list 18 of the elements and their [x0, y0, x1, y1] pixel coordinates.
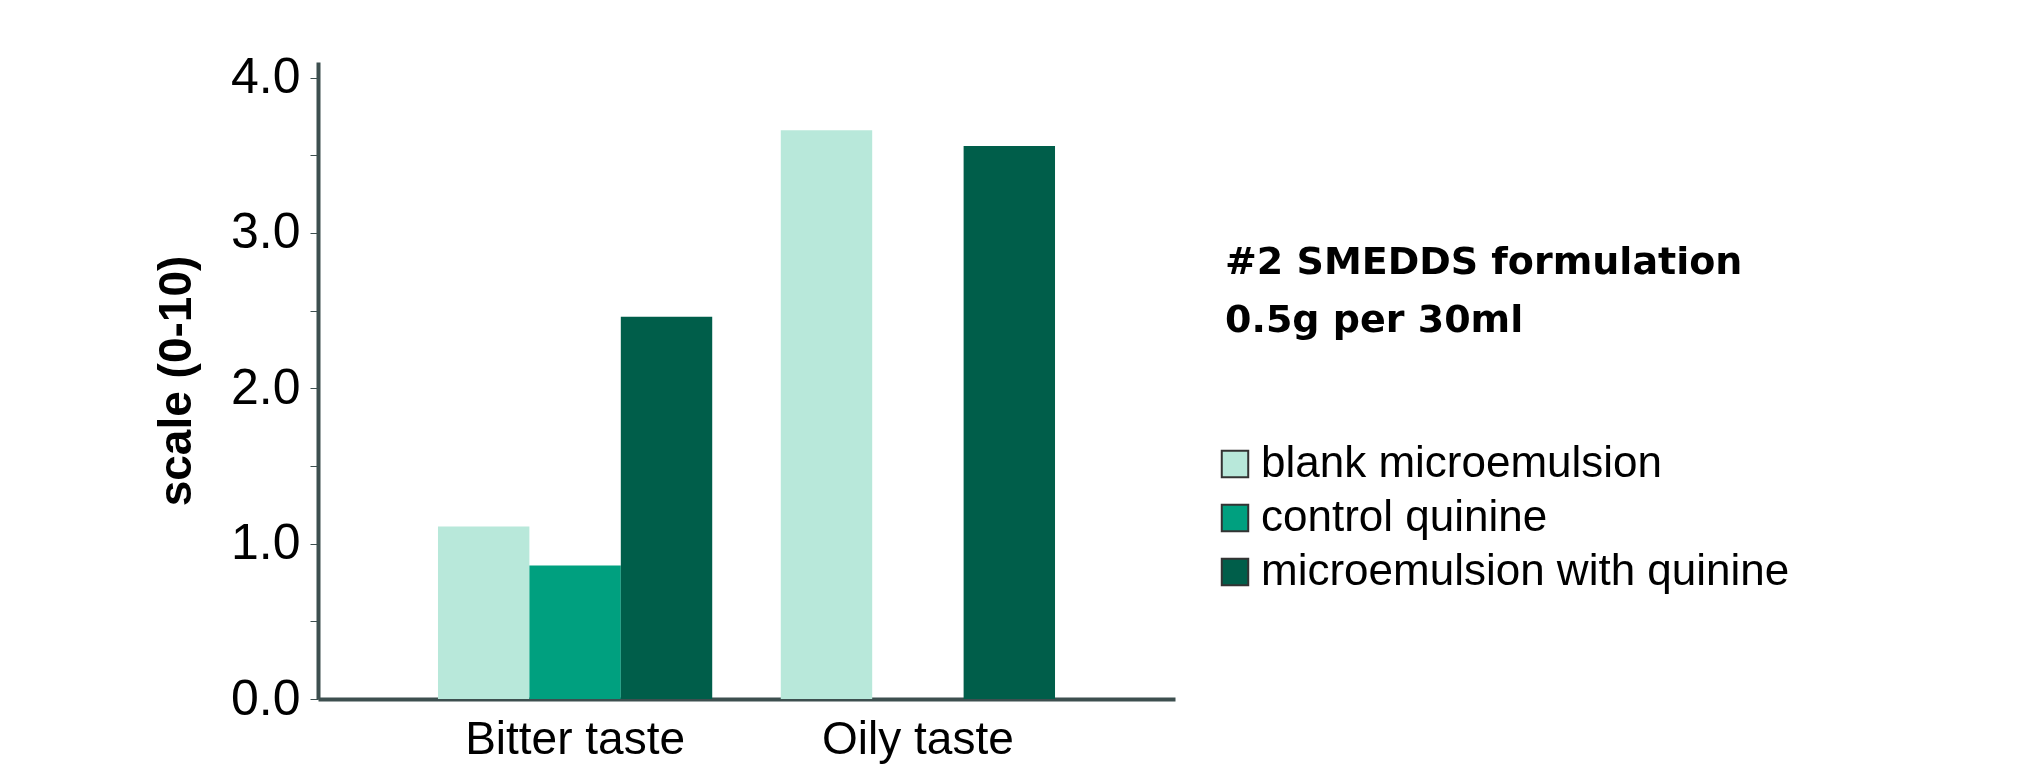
y-tick-label: 0.0: [230, 669, 301, 726]
bar: [437, 526, 530, 699]
text: 0.5g per 30ml: [1225, 296, 1525, 343]
x-tick-label: Bitter taste: [465, 711, 686, 764]
y-tick-label: 1.0: [230, 514, 301, 571]
y-tick-label: 2.0: [230, 358, 301, 415]
y-tick-label: 4.0: [230, 48, 301, 105]
y-axis-title: scale (0-10): [148, 255, 201, 507]
bar: [963, 145, 1056, 699]
text: #2 SMEDDS formulation: [1225, 238, 1743, 285]
legend-label: blank microemulsion: [1261, 437, 1663, 486]
bar: [780, 130, 873, 699]
legend-label: microemulsion with quinine: [1261, 545, 1790, 594]
y-tick-label: 3.0: [230, 203, 301, 260]
bar: [620, 316, 713, 699]
x-tick-label: Oily taste: [822, 711, 1014, 764]
bar: [529, 565, 621, 699]
legend-label: control quinine: [1261, 491, 1548, 540]
